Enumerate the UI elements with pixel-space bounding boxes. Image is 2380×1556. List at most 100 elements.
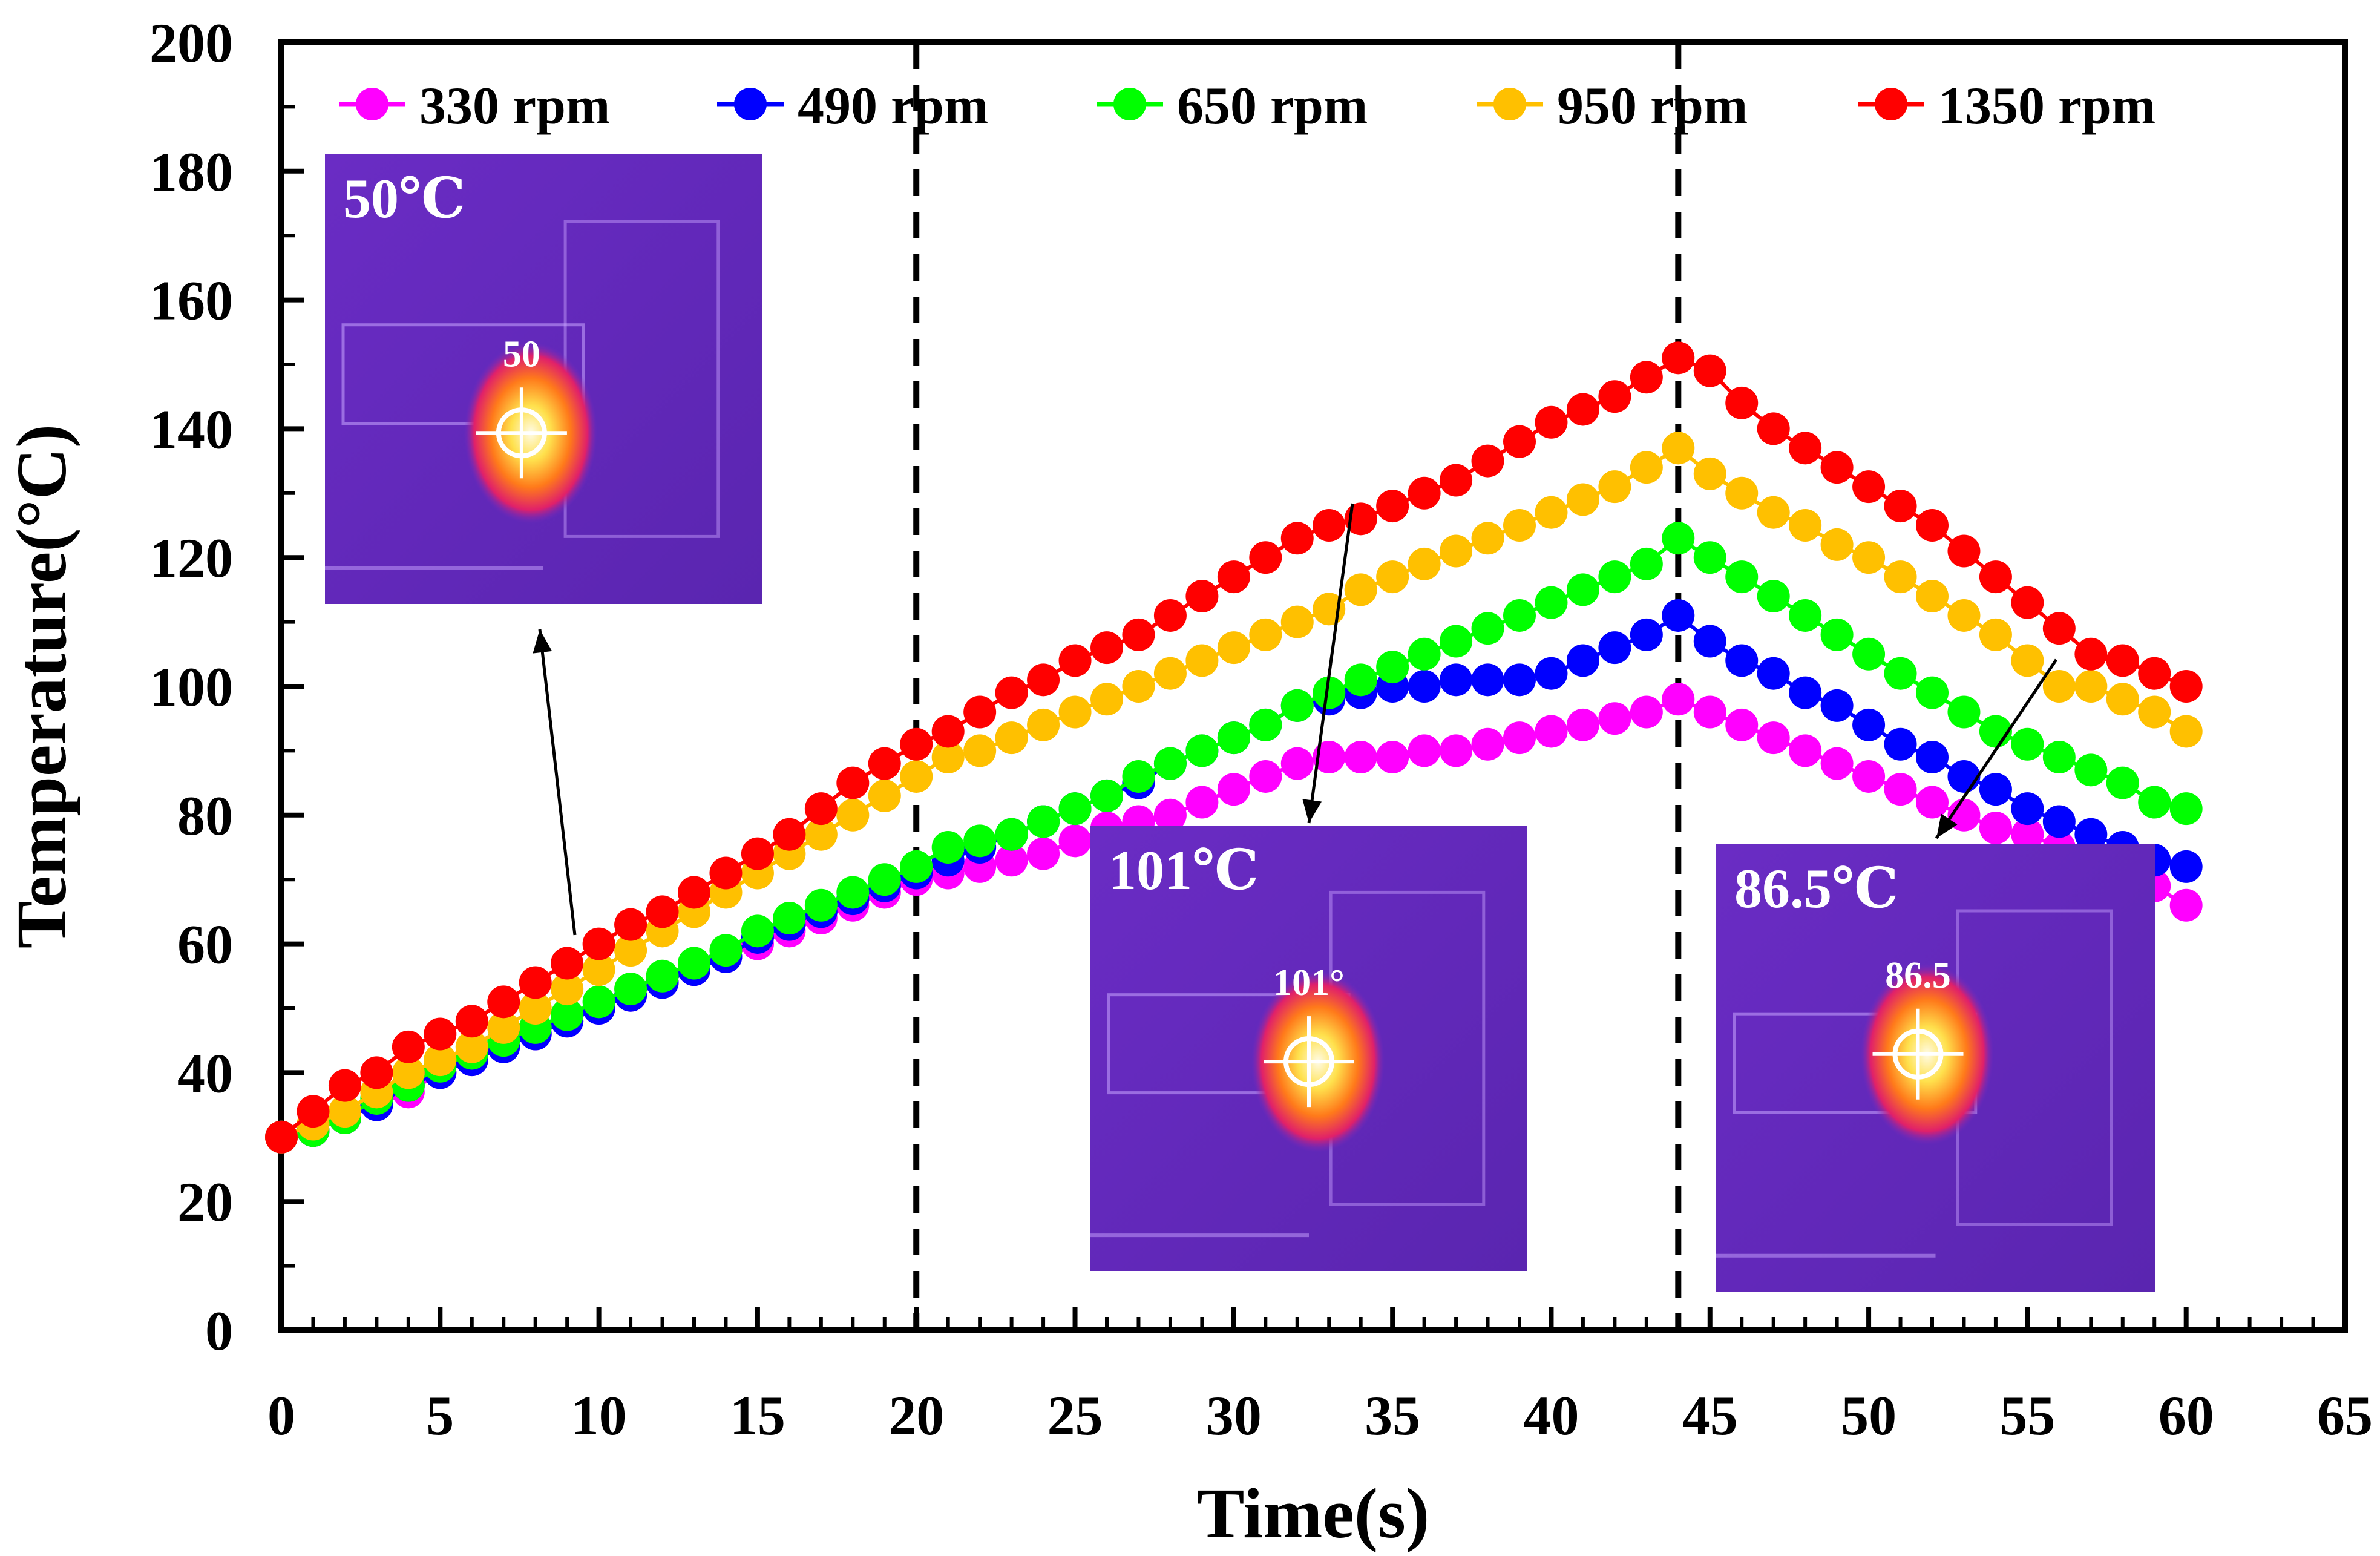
data-point [1376, 651, 1409, 684]
data-point [773, 902, 806, 935]
data-point [360, 1056, 393, 1089]
data-point [1693, 541, 1726, 574]
data-point [519, 992, 552, 1025]
data-point [2042, 670, 2076, 703]
x-tick-label: 40 [1523, 1385, 1579, 1446]
data-point [900, 760, 933, 793]
data-point [1249, 541, 1282, 574]
legend-item-490-rpm: 490 rpm [717, 77, 988, 136]
legend-item-330-rpm: 330 rpm [339, 77, 610, 136]
y-axis-title: Temperature(°C) [2, 424, 81, 948]
data-point [1535, 657, 1568, 690]
arrowhead-icon [533, 629, 552, 654]
data-point [836, 876, 870, 909]
data-point [1852, 637, 1886, 671]
data-point [1662, 599, 1695, 632]
inset-label: 50℃ [343, 168, 465, 229]
data-point [868, 747, 901, 780]
data-point [900, 727, 933, 761]
data-point [2011, 792, 2044, 826]
y-tick-label: 80 [177, 785, 233, 847]
data-point [1440, 625, 1473, 658]
data-point [709, 934, 743, 967]
data-point [1566, 393, 1599, 426]
data-point [646, 895, 679, 928]
data-point [551, 947, 584, 980]
data-point [1630, 547, 1663, 580]
data-point [1884, 657, 1917, 690]
x-tick-label: 20 [888, 1385, 944, 1446]
data-point [1122, 760, 1155, 793]
data-point [741, 914, 774, 948]
data-point [1153, 657, 1187, 690]
data-point [1185, 644, 1219, 677]
data-point [487, 985, 520, 1019]
data-point [1090, 631, 1123, 665]
arrow-line [1935, 658, 2058, 839]
data-point [2106, 644, 2139, 677]
data-point [1630, 695, 1663, 729]
data-point [1598, 470, 1631, 504]
data-point [1916, 786, 1949, 819]
data-point [1789, 734, 1822, 767]
legend-marker [356, 88, 388, 120]
data-point [709, 856, 743, 890]
data-point [1376, 490, 1409, 523]
y-tick-label: 120 [149, 527, 233, 589]
data-point [1789, 676, 1822, 709]
data-point [1027, 837, 1060, 870]
legend-marker [734, 88, 767, 120]
data-point [2011, 727, 2044, 761]
inset-layer: 50 50℃ 101° 101℃ 86.5 86.5℃ [325, 154, 2155, 1292]
data-point [1408, 476, 1441, 510]
data-point [1408, 547, 1441, 580]
data-point [2138, 695, 2171, 729]
x-tick-label: 60 [2159, 1385, 2214, 1446]
legend-marker [1493, 88, 1526, 120]
data-point [1662, 683, 1695, 716]
x-tick-label: 25 [1047, 1385, 1103, 1446]
data-point [1217, 773, 1250, 806]
data-point [1662, 432, 1695, 465]
data-point [1947, 695, 1981, 729]
data-point [2106, 766, 2139, 799]
data-point [455, 1005, 488, 1038]
legend: 330 rpm 490 rpm 650 rpm 950 rpm 1350 rpm [339, 77, 2155, 136]
data-point [773, 818, 806, 851]
legend-label: 490 rpm [798, 77, 988, 136]
data-point [1313, 741, 1346, 774]
arrowhead-icon [1936, 813, 1958, 838]
data-point [1693, 457, 1726, 490]
data-point [1757, 496, 1790, 529]
data-point [1376, 560, 1409, 594]
data-point [2074, 753, 2108, 787]
data-point [328, 1095, 361, 1128]
data-point [424, 1017, 457, 1051]
data-point [1789, 509, 1822, 542]
arrow-line [538, 629, 577, 936]
data-point [931, 831, 965, 864]
data-point [328, 1069, 361, 1102]
data-point [1344, 663, 1377, 697]
data-point [1027, 805, 1060, 838]
data-point [1916, 509, 1949, 542]
y-tick-label: 140 [149, 398, 233, 460]
data-point [1503, 721, 1536, 755]
data-point [1852, 470, 1886, 504]
data-point [582, 985, 615, 1019]
data-point [1153, 747, 1187, 780]
data-point [2138, 657, 2171, 690]
legend-item-1350-rpm: 1350 rpm [1858, 77, 2155, 136]
data-point [804, 888, 838, 922]
data-point [1820, 618, 1854, 651]
series-950-rpm [265, 432, 2203, 1154]
data-point [1344, 573, 1377, 606]
data-point [868, 863, 901, 896]
data-point [1820, 451, 1854, 484]
data-point [963, 695, 997, 729]
data-point [868, 779, 901, 812]
data-point [392, 1030, 425, 1063]
data-point [1884, 560, 1917, 594]
legend-marker [1113, 88, 1146, 120]
data-point [1280, 747, 1314, 780]
